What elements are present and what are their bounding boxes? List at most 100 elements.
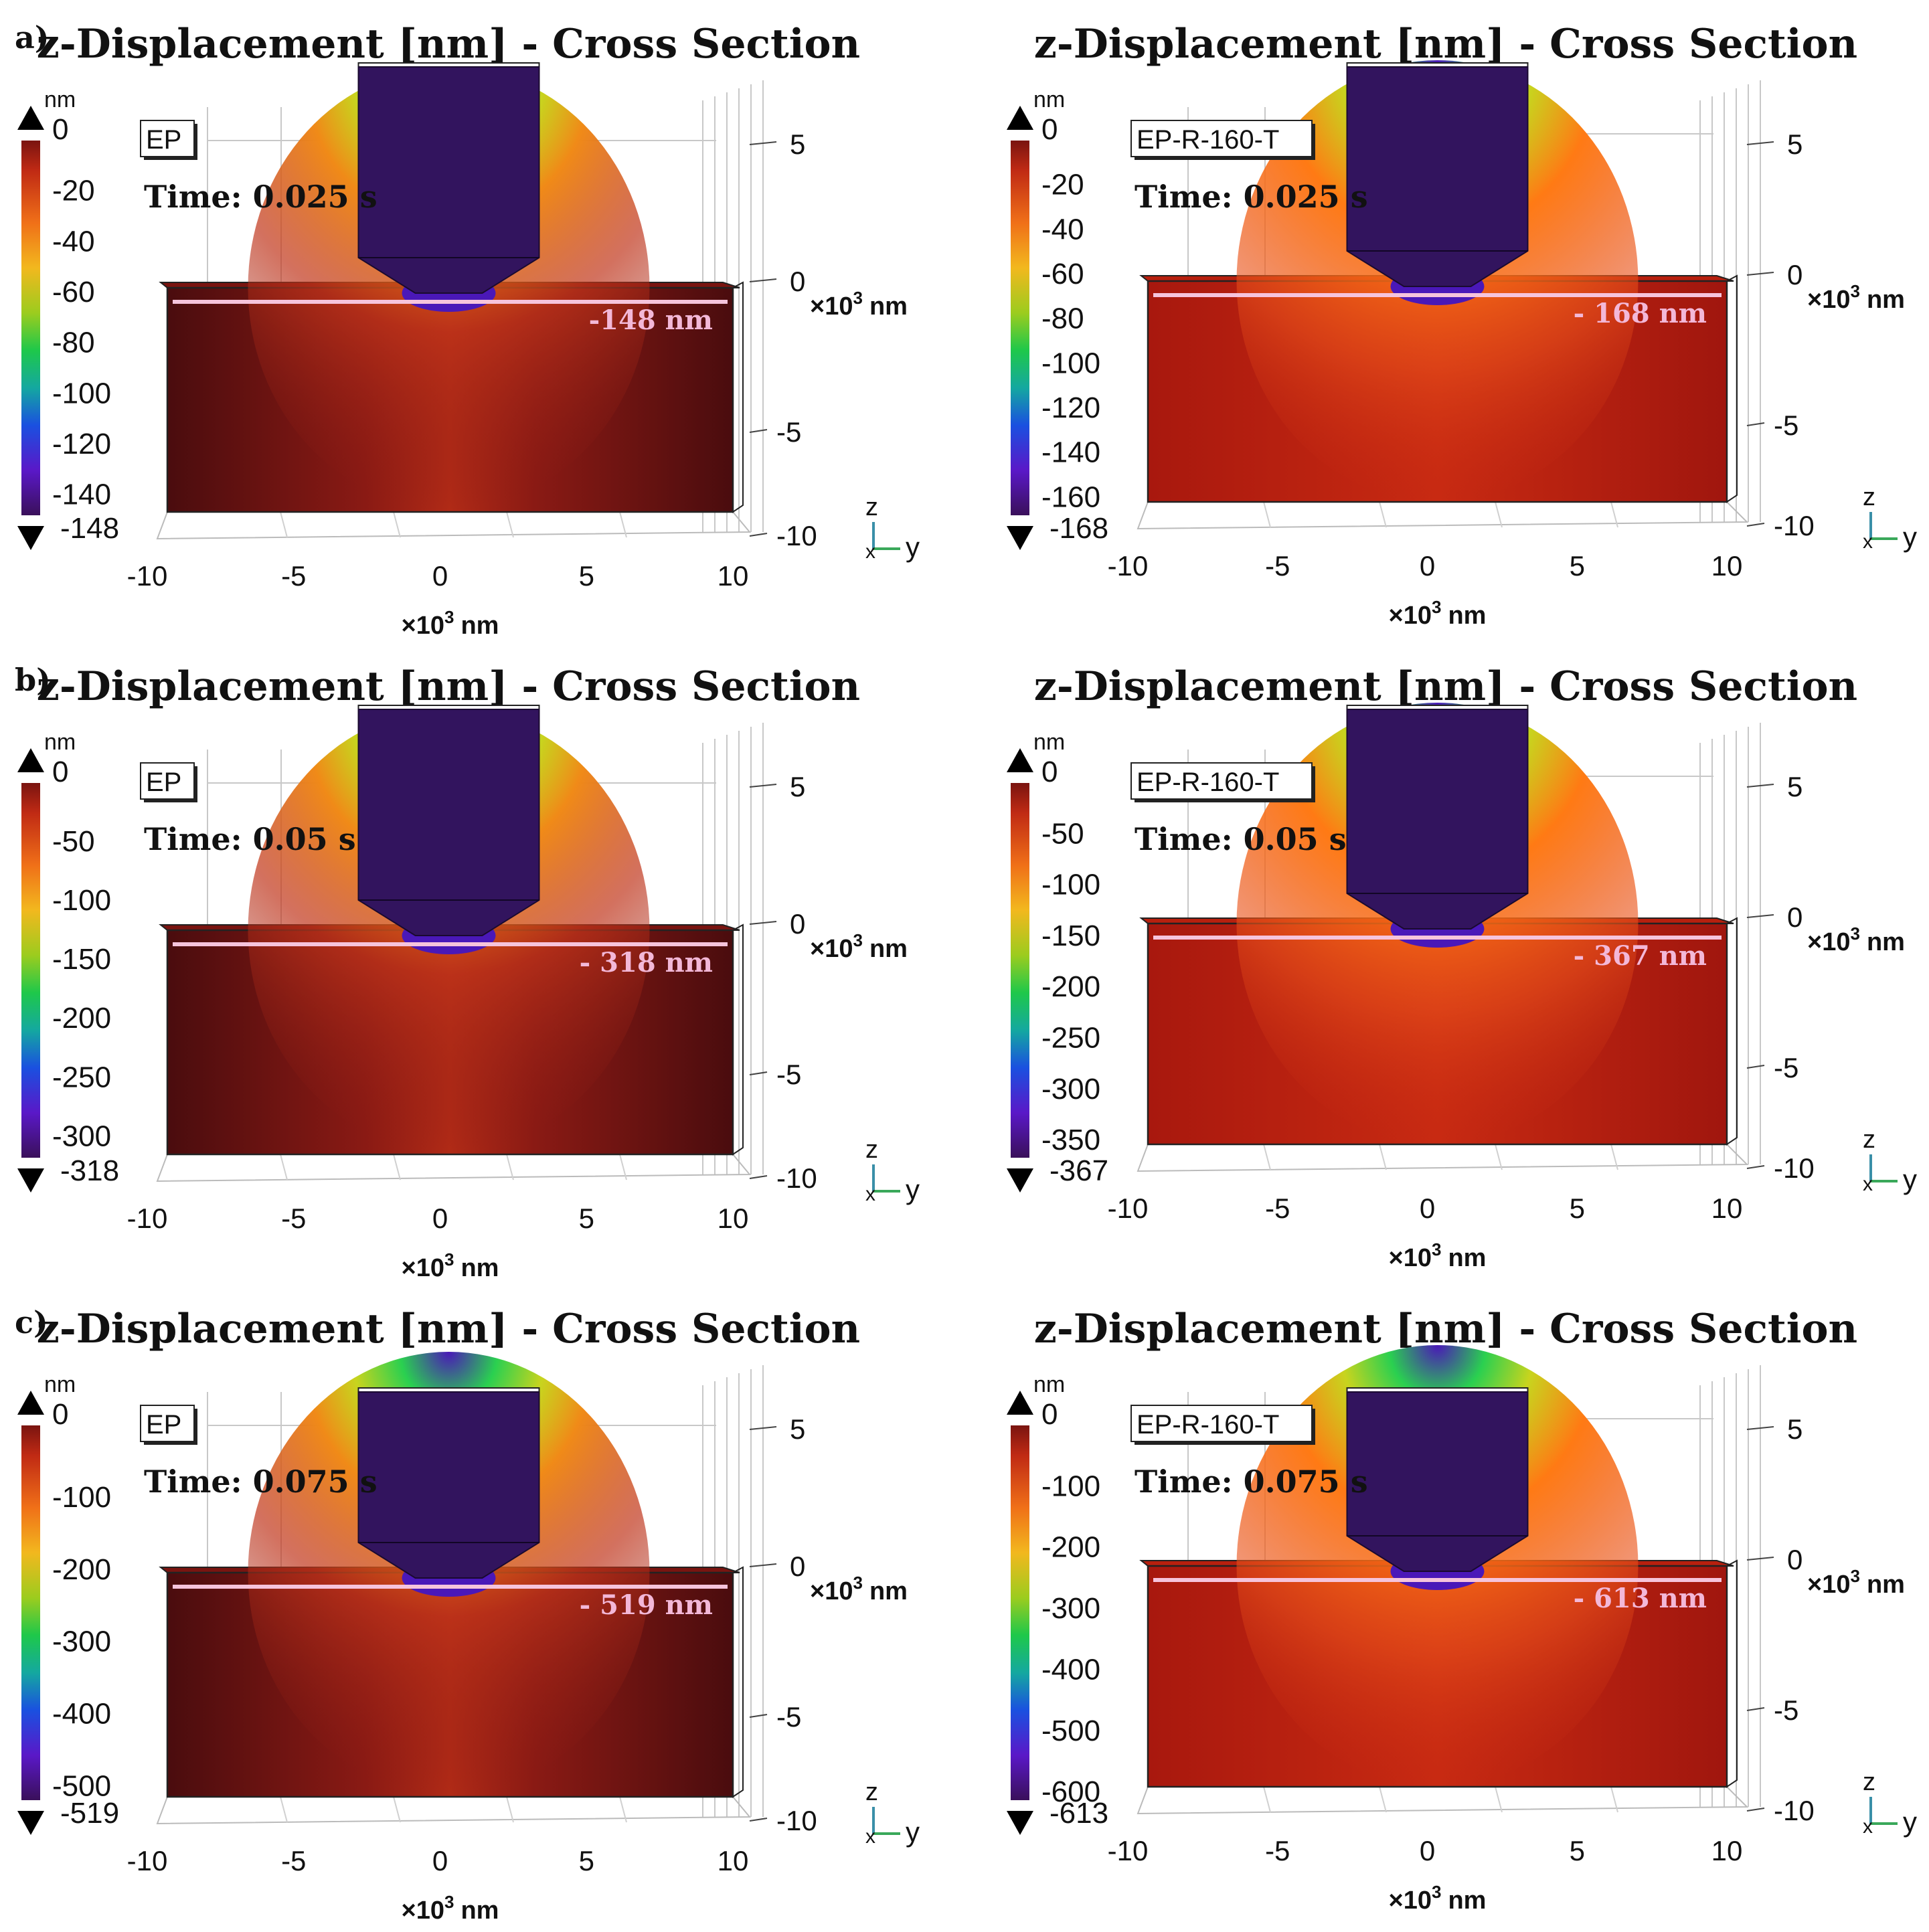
surface-line (1153, 293, 1722, 297)
colorbar-min-label: -367 (1050, 1154, 1108, 1187)
colorbar-unit: nm (1033, 87, 1065, 112)
colorbar-tick: -100 (52, 377, 111, 410)
colorbar-min-arrow-icon (1007, 1811, 1033, 1835)
triad-z-label: z (865, 1136, 878, 1164)
y-tick: 10 (1711, 550, 1743, 582)
z-tick: 5 (1787, 128, 1802, 160)
panel-title: z-Displacement [nm] - Cross Section (37, 663, 860, 710)
substrate-side-face (1726, 917, 1738, 1146)
colorbar-tick: -500 (52, 1769, 111, 1802)
floor-grid (156, 1154, 752, 1182)
panel-2-1: z-Displacement [nm] - Cross Section nm -61… (1007, 1306, 1917, 1915)
grid-line (393, 1796, 401, 1823)
row-label: a) (15, 19, 50, 56)
z-tick-mark (1746, 1808, 1765, 1812)
y-axis-unit: ×103 nm (1389, 1239, 1487, 1272)
y-tick: -5 (1265, 550, 1290, 582)
y-tick: 5 (579, 1845, 594, 1876)
time-label: Time: 0.05 s (144, 821, 356, 857)
z-tick-mark (749, 1175, 768, 1179)
colorbar-tick: -300 (52, 1626, 111, 1658)
triad-x-label: x (865, 1183, 875, 1205)
z-tick-mark (1746, 272, 1774, 276)
colorbar-min-label: -519 (60, 1797, 119, 1830)
triad-y-label: y (1903, 1164, 1917, 1195)
indenter (357, 1391, 540, 1579)
colorbar-tick: 0 (1041, 756, 1058, 788)
colorbar-tick: 0 (1041, 1398, 1058, 1431)
colorbar-tick: -140 (52, 478, 111, 511)
z-tick: -10 (776, 1162, 817, 1194)
colorbar (1011, 1425, 1029, 1800)
sample-label-box (140, 762, 195, 800)
triad-y-label: y (1903, 1806, 1917, 1838)
y-tick: 0 (432, 1203, 448, 1234)
colorbar-tick: -60 (1041, 258, 1084, 290)
colorbar-tick: -120 (52, 428, 111, 460)
colorbar-max-arrow-icon (1007, 1391, 1033, 1415)
z-axis-unit: ×103 nm (1807, 924, 1905, 956)
colorbar-tick: -50 (52, 825, 95, 858)
y-tick: -10 (127, 560, 168, 592)
y-axis-unit: ×103 nm (1389, 597, 1487, 630)
y-tick: 5 (1570, 1193, 1585, 1224)
colorbar-min-label: -168 (1050, 512, 1108, 545)
sample-label-box (1130, 120, 1313, 157)
floor-grid (1137, 1786, 1749, 1815)
z-tick: 0 (1787, 259, 1802, 290)
displacement-label: -148 nm (589, 304, 713, 336)
triad-x-label: x (865, 1826, 875, 1848)
grid-line (1263, 501, 1271, 528)
triad-z-label: z (865, 493, 878, 521)
colorbar-min-label: -318 (60, 1154, 119, 1187)
colorbar (1011, 141, 1029, 515)
colorbar-unit: nm (44, 729, 76, 755)
colorbar-max-arrow-icon (17, 748, 44, 772)
colorbar-unit: nm (1033, 1372, 1065, 1397)
colorbar-tick: -300 (1041, 1592, 1100, 1625)
panel-1-0: z-Displacement [nm] - Cross Section nm -31… (17, 663, 920, 1282)
sample-label: EP-R-160-T (1137, 1410, 1279, 1439)
row-label: b) (15, 662, 51, 698)
z-tick-mark (1746, 141, 1774, 145)
colorbar-tick: -150 (52, 943, 111, 976)
colorbar-max-arrow-icon (1007, 106, 1033, 130)
grid-line (1379, 1144, 1387, 1170)
z-tick: -5 (776, 1701, 801, 1733)
colorbar-tick: -200 (1041, 1531, 1100, 1564)
z-tick-mark (749, 1426, 777, 1430)
z-tick-mark (1746, 523, 1765, 527)
z-tick: -5 (776, 416, 801, 448)
z-tick-mark (1746, 1165, 1765, 1169)
panels-root: a)z-Displacement [nm] - Cross Sectionnm-… (15, 19, 1917, 1925)
displacement-label: - 613 nm (1574, 1583, 1707, 1614)
y-tick: -10 (1108, 550, 1149, 582)
y-tick: -5 (1265, 1193, 1290, 1224)
z-tick: -10 (1774, 1152, 1815, 1184)
grid-line (506, 1796, 514, 1823)
grid-line (1379, 501, 1387, 528)
y-tick: 5 (579, 1203, 594, 1234)
grid-line (1495, 501, 1503, 528)
panel-title: z-Displacement [nm] - Cross Section (1034, 21, 1857, 68)
colorbar-max-arrow-icon (17, 106, 44, 130)
y-tick: 5 (1570, 1835, 1585, 1866)
z-tick-mark (1746, 422, 1765, 426)
y-tick: -5 (281, 1203, 306, 1234)
y-tick: 0 (432, 560, 448, 592)
colorbar-tick: -100 (1041, 347, 1100, 379)
sample-label: EP (146, 768, 181, 797)
indenter (1346, 1391, 1529, 1572)
z-tick: -5 (1774, 1694, 1798, 1726)
sample-label-box (140, 120, 195, 157)
grid-line (280, 1154, 288, 1180)
colorbar-tick: -80 (1041, 302, 1084, 335)
indenter (1346, 709, 1529, 930)
colorbar-tick: -120 (1041, 391, 1100, 424)
y-tick: 10 (1711, 1193, 1743, 1224)
grid-line (1495, 1786, 1503, 1813)
colorbar-tick: -100 (52, 1481, 111, 1514)
time-label: Time: 0.075 s (1135, 1464, 1368, 1500)
z-tick: 0 (790, 1551, 805, 1582)
panel-title: z-Displacement [nm] - Cross Section (37, 21, 860, 68)
